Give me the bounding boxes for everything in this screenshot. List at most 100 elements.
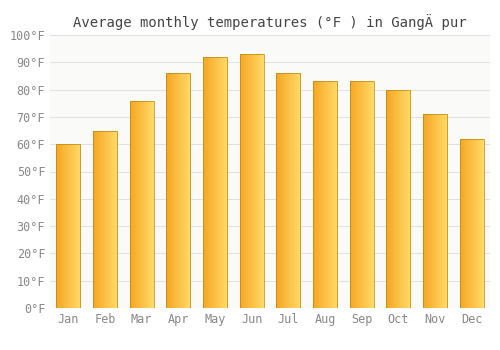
Bar (428, 114, 430, 308)
Bar (426, 114, 428, 308)
Title: Average monthly temperatures (°F ) in GangÄ pur: Average monthly temperatures (°F ) in Ga… (73, 14, 467, 30)
Bar (294, 73, 296, 308)
Bar (93, 131, 94, 308)
Bar (139, 100, 140, 308)
Bar (224, 57, 225, 308)
Bar (464, 139, 465, 308)
Bar (369, 82, 370, 308)
Bar (189, 73, 190, 308)
Bar (405, 90, 406, 308)
Bar (314, 82, 315, 308)
Bar (276, 73, 277, 308)
Bar (58, 144, 59, 308)
Bar (276, 73, 278, 308)
Bar (289, 73, 290, 308)
Bar (296, 73, 298, 308)
Bar (440, 114, 441, 308)
Bar (57, 144, 58, 308)
Bar (408, 90, 410, 308)
Bar (219, 57, 220, 308)
Bar (149, 100, 150, 308)
Bar (142, 100, 143, 308)
Bar (139, 100, 140, 308)
Bar (80, 144, 81, 308)
Bar (294, 73, 295, 308)
Bar (252, 54, 254, 308)
Bar (56, 144, 58, 308)
Bar (370, 82, 371, 308)
Bar (282, 73, 284, 308)
Bar (298, 73, 300, 308)
Bar (168, 73, 169, 308)
Bar (359, 82, 360, 308)
Bar (350, 82, 374, 308)
Bar (110, 131, 111, 308)
Bar (483, 139, 484, 308)
Bar (423, 114, 447, 308)
Bar (410, 90, 411, 308)
Bar (404, 90, 405, 308)
Bar (403, 90, 404, 308)
Bar (397, 90, 398, 308)
Bar (429, 114, 430, 308)
Bar (386, 90, 387, 308)
Bar (72, 144, 74, 308)
Bar (76, 144, 77, 308)
Bar (242, 54, 243, 308)
Bar (336, 82, 337, 308)
Bar (260, 54, 261, 308)
Bar (324, 82, 325, 308)
Bar (332, 82, 333, 308)
Bar (254, 54, 255, 308)
Bar (59, 144, 60, 308)
Bar (244, 54, 245, 308)
Bar (250, 54, 251, 308)
Bar (74, 144, 75, 308)
Bar (402, 90, 403, 308)
Bar (223, 57, 224, 308)
Bar (292, 73, 294, 308)
Bar (359, 82, 360, 308)
Bar (253, 54, 254, 308)
Bar (477, 139, 478, 308)
Bar (432, 114, 433, 308)
Bar (442, 114, 443, 308)
Bar (212, 57, 213, 308)
Bar (102, 131, 103, 308)
Bar (130, 100, 132, 308)
Bar (98, 131, 99, 308)
Bar (204, 57, 205, 308)
Bar (62, 144, 64, 308)
Bar (248, 54, 249, 308)
Bar (181, 73, 182, 308)
Bar (74, 144, 76, 308)
Bar (97, 131, 98, 308)
Bar (320, 82, 321, 308)
Bar (56, 144, 57, 308)
Bar (133, 100, 134, 308)
Bar (404, 90, 406, 308)
Bar (112, 131, 113, 308)
Bar (276, 73, 300, 308)
Bar (368, 82, 370, 308)
Bar (426, 114, 427, 308)
Bar (390, 90, 391, 308)
Bar (336, 82, 338, 308)
Bar (203, 57, 227, 308)
Bar (207, 57, 208, 308)
Bar (478, 139, 480, 308)
Bar (66, 144, 67, 308)
Bar (78, 144, 80, 308)
Bar (360, 82, 362, 308)
Bar (475, 139, 476, 308)
Bar (183, 73, 184, 308)
Bar (226, 57, 228, 308)
Bar (179, 73, 180, 308)
Bar (71, 144, 72, 308)
Bar (131, 100, 132, 308)
Bar (445, 114, 446, 308)
Bar (329, 82, 330, 308)
Bar (469, 139, 470, 308)
Bar (116, 131, 117, 308)
Bar (462, 139, 463, 308)
